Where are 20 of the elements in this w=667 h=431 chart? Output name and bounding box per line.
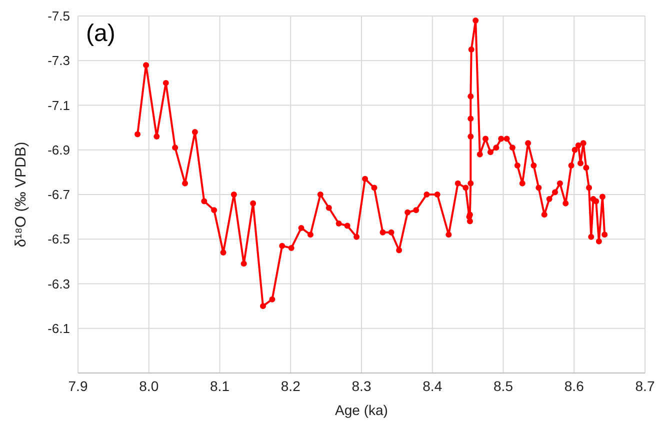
y-tick-label: -6.3	[48, 276, 70, 292]
x-tick-label: 8.7	[635, 378, 655, 394]
y-tick-label: -7.3	[48, 53, 70, 68]
x-tick-label: 8.5	[494, 378, 514, 394]
x-tick-label: 8.6	[564, 378, 584, 394]
y-tick-label: -7.5	[48, 8, 70, 24]
y-tick-label: -7.1	[48, 98, 70, 113]
x-tick-label: 8.4	[422, 378, 442, 394]
x-tick-label: 8.3	[352, 378, 372, 394]
y-tick-label: -6.5	[48, 232, 70, 247]
y-tick-label: -6.7	[48, 187, 70, 202]
x-axis-title: Age (ka)	[335, 402, 388, 418]
y-axis-title: δ¹⁸O (‰ VPDB)	[12, 142, 30, 248]
x-tick-label: 7.9	[68, 378, 88, 394]
x-tick-label: 8.1	[210, 378, 230, 394]
x-tick-label: 8.0	[139, 378, 159, 394]
x-tick-label: 8.2	[280, 378, 301, 394]
annotation: (a)	[86, 20, 116, 48]
y-tick-label: -6.9	[48, 142, 70, 158]
y-tick-label: -6.1	[48, 320, 70, 336]
